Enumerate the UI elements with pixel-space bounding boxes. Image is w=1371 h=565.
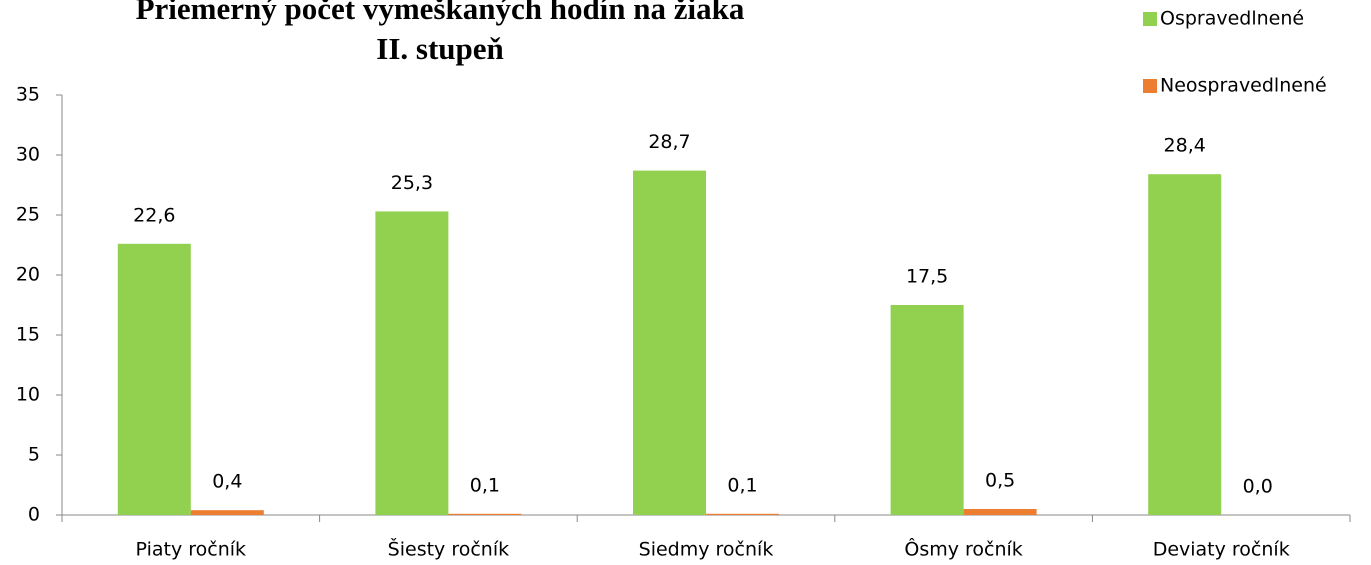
y-tick-label: 15 xyxy=(16,324,40,346)
y-tick-label: 0 xyxy=(28,504,40,526)
value-label: 25,3 xyxy=(391,172,433,194)
legend-label: Ospravedlnené xyxy=(1160,8,1304,30)
value-label: 17,5 xyxy=(906,266,948,288)
bar xyxy=(633,170,706,515)
y-tick-label: 10 xyxy=(16,384,40,406)
bar xyxy=(890,305,964,515)
chart-subtitle: II. stupeň xyxy=(376,31,504,66)
x-tick-label: Piaty ročník xyxy=(136,539,246,561)
y-tick-label: 35 xyxy=(16,84,40,106)
bar xyxy=(963,509,1037,515)
value-label: 22,6 xyxy=(133,204,175,226)
bar xyxy=(448,513,522,515)
value-label: 0,5 xyxy=(985,470,1015,492)
y-tick-label: 20 xyxy=(16,264,40,286)
legend-swatch xyxy=(1143,12,1157,26)
x-tick-label: Šiesty ročník xyxy=(388,537,509,561)
legend-label: Neospravedlnené xyxy=(1160,75,1327,97)
x-tick-label: Ôsmy ročník xyxy=(904,537,1022,561)
x-tick-label: Deviaty ročník xyxy=(1153,539,1290,561)
bar xyxy=(706,513,779,515)
bar xyxy=(1148,174,1222,515)
value-label: 28,4 xyxy=(1164,135,1206,157)
y-tick-label: 30 xyxy=(16,144,40,166)
value-label: 0,4 xyxy=(212,471,242,493)
bar xyxy=(190,510,264,515)
x-tick-label: Siedmy ročník xyxy=(639,539,774,561)
value-label: 0,1 xyxy=(470,474,500,496)
value-label: 28,7 xyxy=(648,131,690,153)
value-label: 0,0 xyxy=(1243,476,1273,498)
chart-title: Priemerný počet vymeškaných hodín na žia… xyxy=(136,0,745,26)
legend-swatch xyxy=(1143,79,1157,93)
y-tick-label: 25 xyxy=(16,204,40,226)
y-tick-label: 5 xyxy=(28,444,40,466)
bar xyxy=(375,211,449,515)
bar xyxy=(117,243,191,516)
value-label: 0,1 xyxy=(727,474,757,496)
